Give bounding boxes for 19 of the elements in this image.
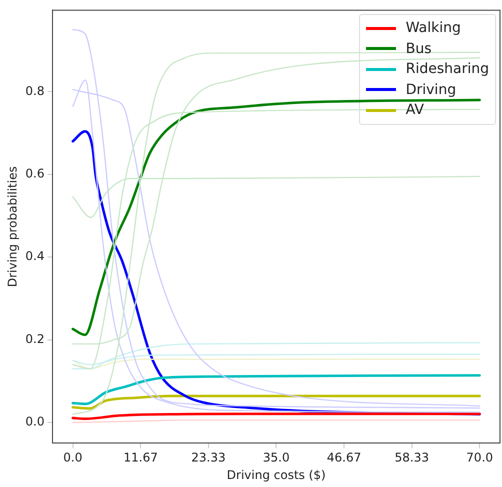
x-tick-label: 23.33	[191, 450, 226, 465]
y-tick-label: 0.8	[25, 84, 44, 98]
x-tick-label: 70.0	[466, 450, 494, 465]
legend-label: Bus	[406, 40, 432, 57]
legend-label: Driving	[406, 82, 456, 98]
y-tick-label: 0.6	[25, 166, 44, 181]
x-tick-label: 58.33	[394, 450, 430, 465]
y-tick-label: 0.4	[25, 249, 44, 264]
x-tick-label: 0.0	[63, 450, 82, 465]
legend-label: Walking	[406, 20, 461, 36]
x-axis-title: Driving costs ($)	[226, 468, 326, 482]
legend-label: Ridesharing	[406, 61, 489, 78]
y-tick-label: 0.0	[25, 414, 44, 429]
y-axis-title: Driving probabilities	[5, 166, 20, 288]
y-tick-label: 0.2	[25, 332, 44, 346]
legend-label: AV	[406, 102, 424, 118]
x-tick-label: 35.0	[262, 450, 290, 465]
x-tick-label: 46.67	[326, 450, 362, 465]
x-tick-label: 11.67	[123, 450, 158, 465]
